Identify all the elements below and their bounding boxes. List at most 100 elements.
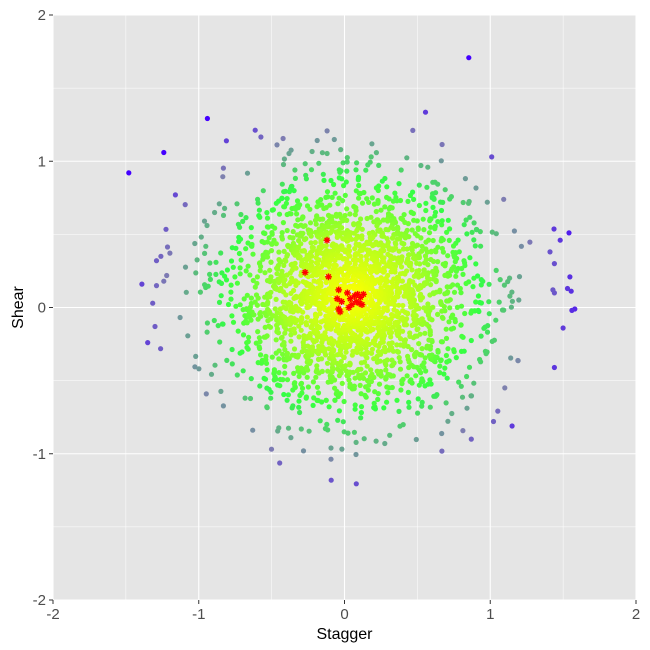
data-point (366, 382, 372, 388)
data-point (278, 259, 284, 265)
data-point (464, 405, 470, 411)
data-point (411, 255, 417, 261)
data-point (321, 205, 327, 212)
data-point (292, 260, 298, 266)
data-point (328, 477, 334, 483)
data-point (428, 224, 434, 230)
data-point (322, 426, 328, 432)
data-point (508, 304, 514, 310)
data-point (507, 293, 513, 299)
data-point (344, 238, 350, 244)
data-point (566, 230, 572, 236)
data-point (518, 243, 525, 249)
data-point (177, 314, 183, 321)
data-point (448, 326, 454, 332)
data-point (204, 329, 210, 335)
data-point (375, 358, 381, 364)
data-point (285, 425, 292, 431)
data-point (315, 234, 322, 240)
data-point (444, 229, 450, 235)
data-point (515, 357, 521, 364)
data-point (220, 321, 226, 327)
data-point (296, 398, 302, 404)
data-point (396, 181, 402, 187)
data-point (358, 410, 364, 416)
x-tick-label: 1 (486, 606, 494, 623)
data-point (341, 398, 347, 405)
data-point (404, 260, 410, 266)
y-axis-title: Shear (10, 285, 27, 328)
data-point (309, 344, 316, 350)
data-point (269, 354, 275, 360)
data-point (444, 284, 450, 290)
data-point (365, 162, 371, 168)
data-point (445, 346, 451, 352)
data-point (416, 341, 422, 347)
data-point (370, 243, 376, 249)
data-point (505, 279, 511, 285)
data-point (448, 314, 454, 320)
data-point (382, 344, 388, 350)
data-point (392, 190, 398, 196)
data-point (359, 226, 365, 232)
data-point (366, 230, 372, 236)
data-point (192, 364, 198, 370)
data-point (275, 266, 281, 272)
data-point (329, 214, 335, 220)
data-point (324, 360, 331, 366)
data-point (288, 435, 294, 441)
x-axis-ticks: -2 -1 0 1 2 (46, 600, 640, 623)
data-point (551, 226, 557, 232)
data-point (486, 311, 492, 317)
data-point (249, 243, 255, 249)
data-point (463, 217, 469, 223)
data-point (252, 127, 258, 133)
data-point (270, 207, 276, 213)
data-point (442, 187, 448, 193)
data-point (383, 367, 389, 373)
data-point (254, 280, 260, 286)
data-point (207, 260, 213, 266)
data-point (250, 427, 256, 433)
data-point (234, 280, 240, 286)
data-point (442, 291, 448, 297)
data-point (443, 352, 449, 359)
data-point (413, 436, 419, 443)
data-point (324, 150, 330, 157)
data-point (409, 247, 415, 253)
data-point (499, 307, 506, 313)
data-point (444, 375, 450, 381)
data-point (283, 292, 289, 298)
data-point (295, 205, 301, 211)
data-point (463, 280, 469, 287)
data-point (338, 359, 344, 365)
data-point (405, 353, 411, 359)
data-point (318, 245, 324, 251)
data-point (353, 439, 359, 445)
data-point (358, 391, 364, 397)
data-point (139, 281, 145, 287)
data-point (400, 302, 406, 309)
data-point (368, 154, 374, 160)
data-point (319, 368, 325, 374)
data-point (473, 261, 479, 267)
data-point (257, 268, 263, 274)
data-point (193, 353, 199, 359)
data-point (307, 206, 313, 212)
data-point (425, 301, 431, 307)
data-point (396, 302, 402, 308)
data-point (447, 226, 453, 232)
data-point (391, 307, 397, 313)
data-point (328, 456, 334, 462)
data-point (400, 376, 406, 382)
data-point (232, 274, 238, 280)
data-point (297, 409, 303, 416)
data-point (369, 346, 375, 352)
data-point (244, 292, 250, 298)
data-point (427, 327, 433, 334)
data-point (323, 194, 329, 200)
data-point (497, 277, 503, 283)
data-point (428, 282, 434, 288)
data-point (331, 181, 337, 188)
data-point (414, 260, 420, 266)
